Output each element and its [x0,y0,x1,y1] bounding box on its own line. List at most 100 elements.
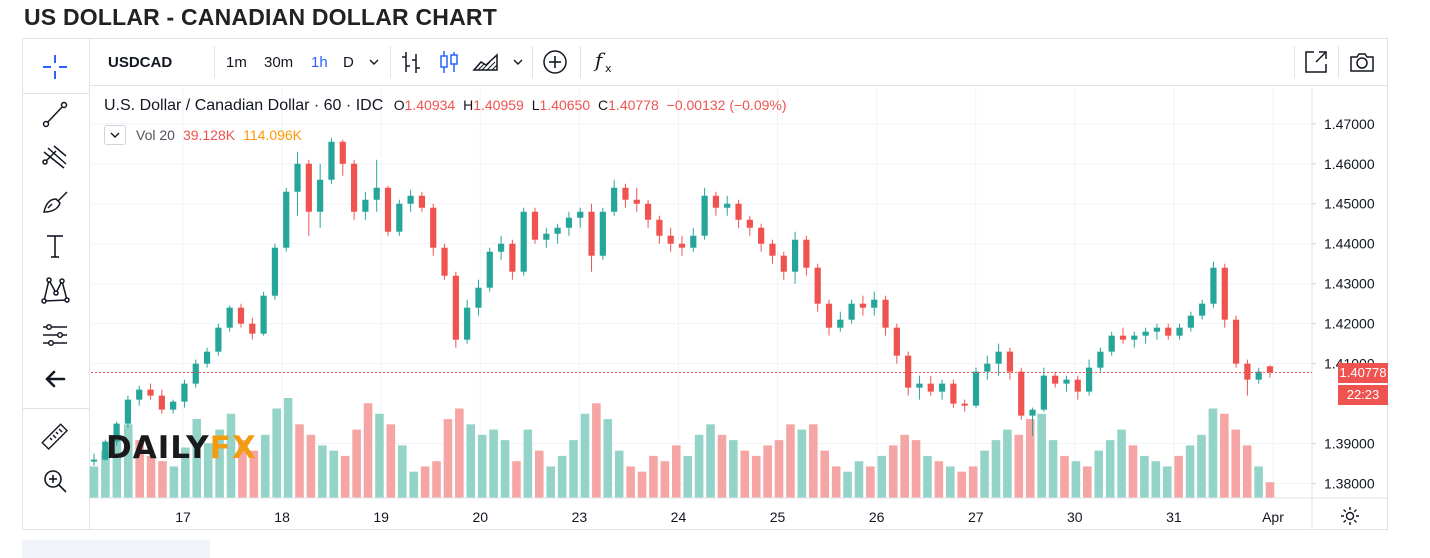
candle-body [893,327,900,356]
toolbar-divider [1294,46,1295,78]
legend-separator: · [345,97,352,114]
candle-body [475,287,482,308]
volume-bar [854,461,864,498]
legend-low-value: 1.40650 [539,97,591,113]
volume-bar [923,455,932,498]
candle-body [927,383,934,392]
y-tick-label: 1.39000 [1324,436,1375,452]
pattern-icon[interactable] [36,271,74,309]
volume-bar [363,403,373,498]
zoom-in-icon[interactable] [36,462,74,500]
candle-body [1108,335,1115,352]
back-arrow-icon[interactable] [36,360,74,398]
volume-bar [1003,429,1012,498]
prediction-icon[interactable] [36,316,74,354]
candle-body [678,243,686,248]
candle-body [362,199,369,212]
volume-value: 39.128K [182,127,236,143]
drawing-toolbar [22,38,90,530]
text-tool-icon[interactable] [36,227,74,265]
candle-body [90,459,98,462]
candle-body [283,191,290,248]
volume-bar [375,413,384,498]
trend-line-icon[interactable] [36,95,74,133]
candle-body [317,179,324,212]
volume-bar [1071,461,1081,498]
candle-body [1187,315,1194,328]
ruler-icon[interactable] [36,418,74,456]
volume-bar [158,461,167,498]
candle-body [1040,375,1047,410]
volume-bar [146,455,156,498]
candle-body [543,233,550,240]
volume-bar [820,450,829,498]
candle-body [577,211,584,218]
volume-bar [443,419,453,498]
volume-bar [89,466,99,498]
candle-body [814,267,821,304]
volume-ma-value: 114.096K [243,127,303,143]
y-tick-label: 1.47000 [1324,116,1375,132]
candle-body [916,383,923,388]
candle-body [803,239,810,268]
footer-bar [210,540,1388,558]
volume-bar [694,434,704,498]
candles-icon[interactable] [437,38,461,86]
x-tick-label: 30 [1067,509,1083,525]
candle-body [871,299,878,308]
fullscreen-icon[interactable] [1302,38,1330,86]
toolbar-divider [580,46,581,78]
chart-type-chevron-down-icon[interactable] [512,38,524,86]
interval-30m[interactable]: 30m [264,53,294,71]
volume-bar [535,450,544,498]
compare-plus-icon[interactable] [541,38,569,86]
volume-bar [866,466,875,498]
x-tick-label: 27 [968,509,984,525]
candle-body [509,243,516,272]
candle-body [825,303,833,328]
interval-dropdown-chevron-down-icon[interactable] [368,38,380,86]
interval-D[interactable]: D [343,53,354,71]
camera-icon[interactable] [1348,38,1376,86]
bar-chart-icon[interactable] [399,38,423,86]
interval-1m[interactable]: 1m [226,53,247,71]
toolbar-divider [22,93,89,94]
candle-body [735,203,742,220]
candle-body [611,187,618,212]
volume-bar [112,434,122,498]
toolbar-divider [390,46,391,78]
volume-bar [706,424,715,498]
svg-text:x: x [605,62,612,75]
legend-symbol-name[interactable]: U.S. Dollar / Canadian Dollar [104,97,310,114]
volume-bar [1174,455,1183,498]
chart-frame [22,38,1388,530]
candle-body [1232,319,1240,364]
candle-body [1006,351,1014,372]
volume-bar [1197,434,1206,498]
interval-1h[interactable]: 1h [311,53,328,71]
collapse-chevron-down-icon[interactable] [104,125,126,145]
candle-body [249,323,256,334]
candle-body [622,187,629,200]
candle-body [1085,367,1093,392]
candle-body [1266,366,1274,373]
brush-icon[interactable] [36,183,74,221]
candle-body [384,187,392,232]
settings-gear-icon[interactable] [1338,504,1362,528]
candle-body [215,327,222,352]
volume-bar [455,408,464,498]
candle-body [1210,267,1217,304]
volume-bar [512,461,521,498]
candle-body [780,255,787,272]
crosshair-icon[interactable] [36,48,74,86]
area-chart-icon[interactable] [472,38,500,86]
volume-bar [1162,466,1172,498]
symbol-search[interactable]: USDCAD [108,53,173,71]
pitchfork-icon[interactable] [36,138,74,176]
footer-tab[interactable] [22,540,210,558]
candle-body [339,141,346,164]
candle-body [237,307,245,324]
